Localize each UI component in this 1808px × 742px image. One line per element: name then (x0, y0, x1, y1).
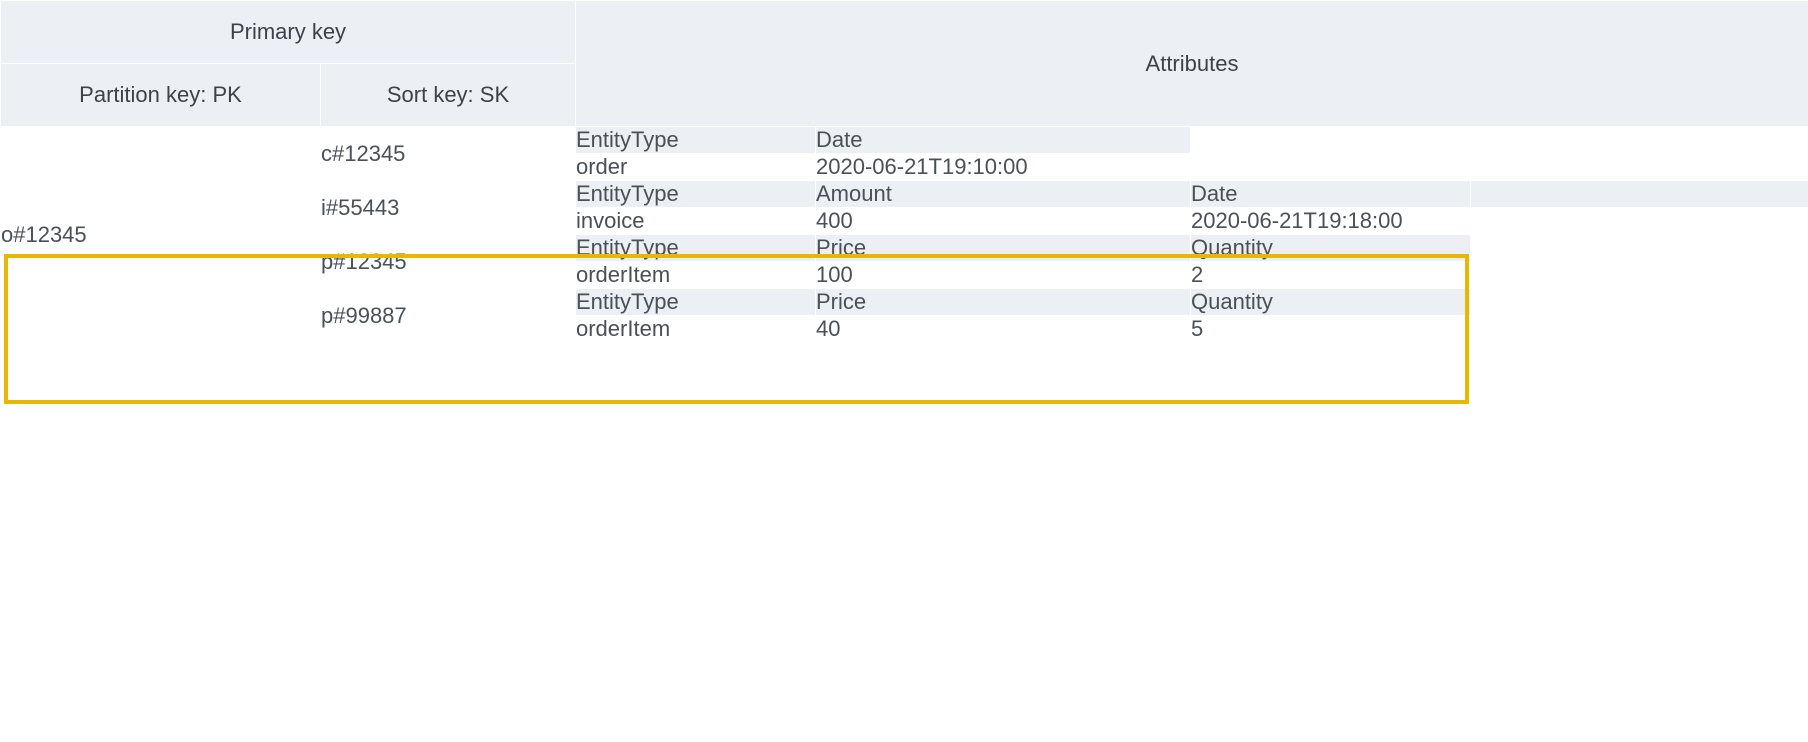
header-sort-key: Sort key: SK (321, 64, 576, 127)
attr-value: 40 (816, 316, 1191, 343)
sort-key-value: i#55443 (321, 195, 399, 220)
sort-key-cell: p#99887 (321, 289, 576, 343)
attr-label: Amount (816, 181, 1191, 208)
attr-empty (1471, 181, 1808, 208)
header-attributes-label: Attributes (576, 33, 1808, 95)
attr-label: EntityType (576, 181, 816, 208)
header-partition-key: Partition key: PK (1, 64, 321, 127)
header-sort-key-label: Sort key: SK (321, 64, 575, 126)
attr-value: 400 (816, 208, 1191, 235)
header-primary-key: Primary key (1, 1, 576, 64)
table-row: o#12345 c#12345 EntityType Date (1, 127, 1808, 154)
header-primary-key-label: Primary key (1, 1, 575, 63)
attr-empty (1471, 262, 1808, 289)
partition-key-cell: o#12345 (1, 127, 321, 343)
attr-empty (1191, 127, 1808, 154)
sort-key-cell: p#12345 (321, 235, 576, 289)
attr-label: Quantity (1191, 235, 1471, 262)
header-partition-key-label: Partition key: PK (1, 64, 320, 126)
attr-empty (1471, 289, 1808, 316)
sort-key-value: p#12345 (321, 249, 407, 274)
attr-label: Date (1191, 181, 1471, 208)
attr-label: Quantity (1191, 289, 1471, 316)
dynamodb-table: Primary key Attributes Partition key: PK… (0, 0, 1808, 343)
header-row-1: Primary key Attributes (1, 1, 1808, 64)
attr-value: 2020-06-21T19:10:00 (816, 154, 1191, 181)
attr-value: 2 (1191, 262, 1471, 289)
attr-empty (1191, 154, 1808, 181)
attr-label: Price (816, 235, 1191, 262)
attr-empty (1471, 208, 1808, 235)
attr-value: invoice (576, 208, 816, 235)
attr-value: order (576, 154, 816, 181)
sort-key-cell: c#12345 (321, 127, 576, 181)
attr-value: 2020-06-21T19:18:00 (1191, 208, 1471, 235)
attr-empty (1471, 316, 1808, 343)
attr-value: orderItem (576, 262, 816, 289)
partition-key-value: o#12345 (1, 222, 87, 247)
attr-value: 5 (1191, 316, 1471, 343)
sort-key-value: p#99887 (321, 303, 407, 328)
attr-empty (1471, 235, 1808, 262)
attr-label: Price (816, 289, 1191, 316)
attr-label: EntityType (576, 127, 816, 154)
sort-key-value: c#12345 (321, 141, 405, 166)
attr-label: EntityType (576, 235, 816, 262)
attr-label: Date (816, 127, 1191, 154)
table-wrapper: Primary key Attributes Partition key: PK… (0, 0, 1808, 343)
header-attributes: Attributes (576, 1, 1808, 127)
attr-label: EntityType (576, 289, 816, 316)
attr-value: orderItem (576, 316, 816, 343)
sort-key-cell: i#55443 (321, 181, 576, 235)
attr-value: 100 (816, 262, 1191, 289)
